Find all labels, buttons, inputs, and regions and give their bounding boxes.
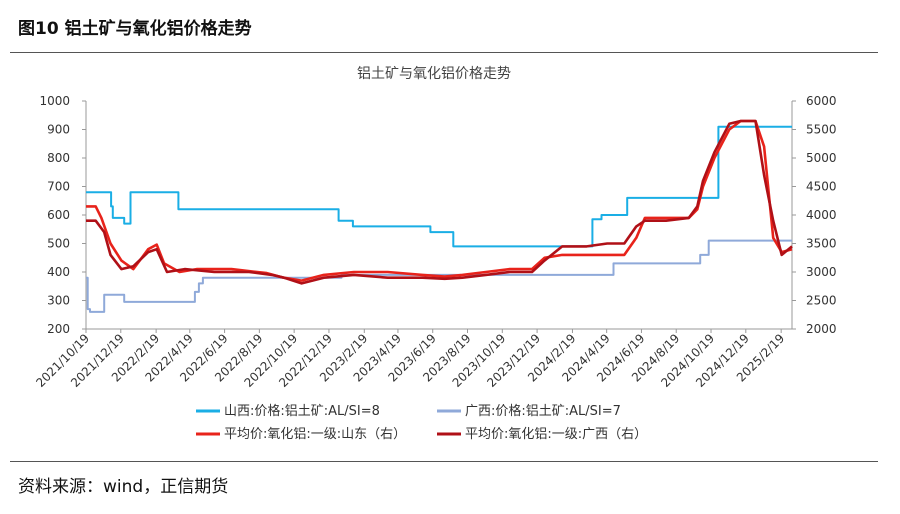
left-tick-label: 800 (47, 151, 70, 165)
figure-title: 图10 铝土矿与氧化铝价格走势 (18, 19, 252, 39)
right-tick-label: 3500 (806, 237, 837, 251)
left-tick-label: 500 (47, 237, 70, 251)
right-tick-label: 4000 (806, 208, 837, 222)
legend-label-1: 山西:价格:铝土矿:AL/SI=8 (224, 403, 380, 419)
left-tick-label: 1000 (39, 94, 70, 108)
left-tick-label: 300 (47, 294, 70, 308)
right-tick-label: 5500 (806, 123, 837, 137)
right-tick-label: 4500 (806, 180, 837, 194)
left-tick-label: 400 (47, 265, 70, 279)
left-tick-label: 200 (47, 322, 70, 336)
top-rule (10, 52, 878, 53)
right-tick-label: 2500 (806, 294, 837, 308)
legend-label-3: 平均价:氧化铝:一级:山东（右） (224, 427, 406, 442)
right-tick-label: 5000 (806, 151, 837, 165)
left-tick-label: 700 (47, 180, 70, 194)
legend-label-2: 广西:价格:铝土矿:AL/SI=7 (465, 403, 621, 419)
bottom-rule (10, 461, 878, 462)
right-tick-label: 2000 (806, 322, 837, 336)
series-line-4 (86, 119, 793, 285)
right-tick-label: 3000 (806, 265, 837, 279)
series-line-1 (86, 125, 792, 248)
right-tick-label: 6000 (806, 94, 837, 108)
axes: 200 300 400 500 600 700 800 900 1000 2000 2500 3000… (33, 94, 836, 390)
series-layer (86, 119, 793, 313)
series-line-2 (86, 239, 792, 313)
source-note: 资料来源：wind，正信期货 (18, 477, 229, 497)
legend: 山西:价格:铝土矿:AL/SI=8 广西:价格:铝土矿:AL/SI=7 平均价:氧化… (196, 403, 647, 442)
chart-title: 铝土矿与氧化铝价格走势 (357, 66, 511, 82)
legend-label-4: 平均价:氧化铝:一级:广西（右） (465, 427, 647, 442)
price-chart: 铝土矿与氧化铝价格走势 200 300 400 500 600 700 800 900 1000… (33, 66, 836, 442)
left-tick-label: 900 (47, 123, 70, 137)
series-line-3 (86, 119, 793, 282)
left-tick-label: 600 (47, 208, 70, 222)
